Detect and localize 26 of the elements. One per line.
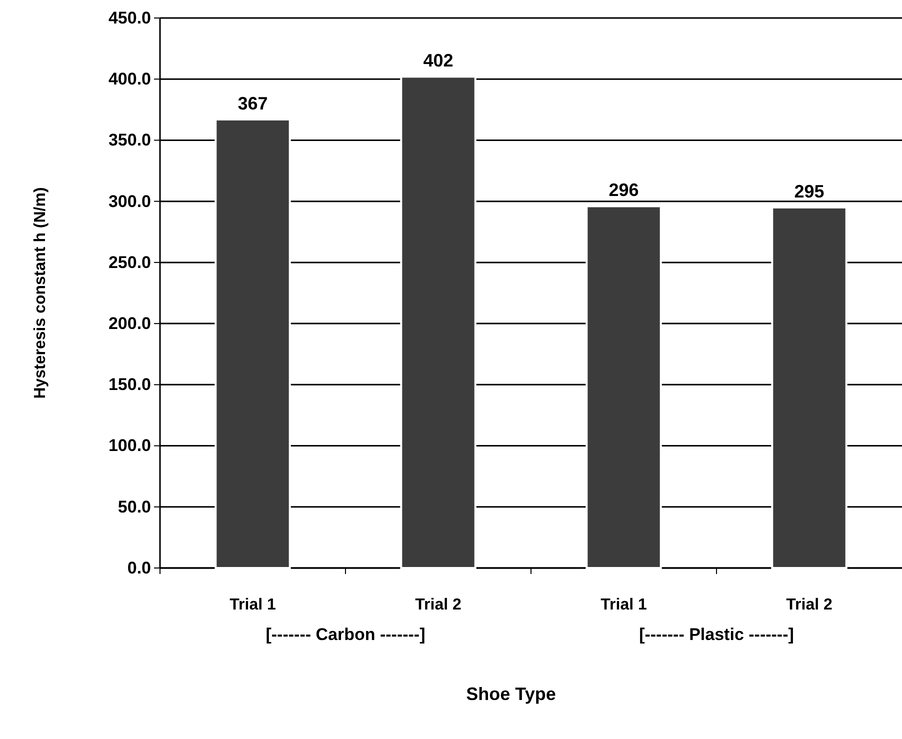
x-tick-label: Trial 2 bbox=[786, 596, 832, 614]
bar bbox=[214, 118, 291, 569]
y-tick-label: 450.0 bbox=[108, 8, 151, 28]
y-tick-label: 150.0 bbox=[108, 375, 151, 394]
data-label: 296 bbox=[608, 180, 639, 200]
data-label: 402 bbox=[423, 50, 454, 71]
x-tick-label: Trial 1 bbox=[230, 596, 276, 614]
x-tick-label: Trial 1 bbox=[600, 596, 647, 614]
text: [------- Plastic -------] bbox=[639, 625, 794, 644]
y-tick-label: 50.0 bbox=[118, 497, 151, 516]
bar bbox=[400, 76, 476, 569]
text: [------- Carbon -------] bbox=[266, 625, 426, 644]
y-tick-label: 400.0 bbox=[108, 70, 151, 89]
y-tick-label: 300.0 bbox=[108, 192, 151, 211]
data-label: 295 bbox=[794, 181, 824, 202]
bar bbox=[586, 205, 662, 569]
y-tick-label: 350.0 bbox=[108, 130, 151, 150]
bar bbox=[771, 206, 848, 569]
data-label: 367 bbox=[238, 93, 268, 114]
x-tick-label: Trial 2 bbox=[415, 596, 462, 614]
y-tick-label: 250.0 bbox=[108, 252, 151, 272]
y-axis-title: Hysteresis constant h (N/m) bbox=[32, 187, 49, 399]
x-axis-title: Shoe Type bbox=[466, 684, 556, 704]
y-tick-label: 100.0 bbox=[108, 436, 151, 456]
y-tick-label: 200.0 bbox=[108, 314, 151, 333]
y-tick-label: 0.0 bbox=[127, 558, 151, 578]
